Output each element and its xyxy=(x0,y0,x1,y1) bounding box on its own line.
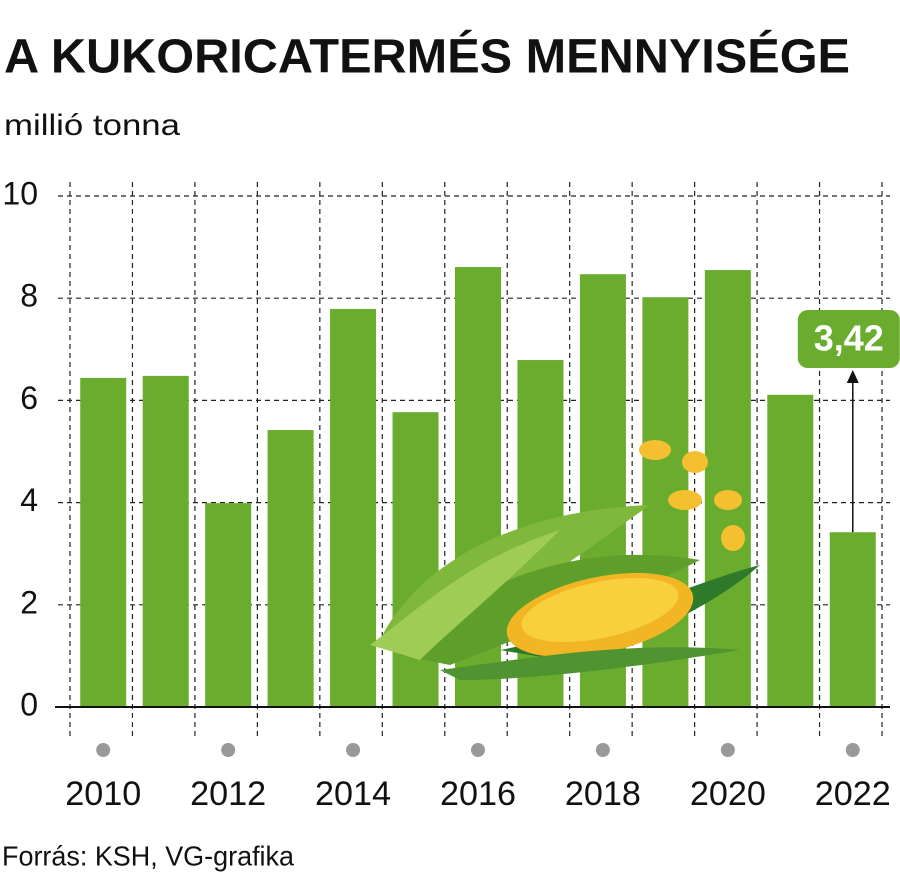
y-tick-label: 6 xyxy=(20,380,38,416)
x-tick-dot xyxy=(720,743,735,757)
y-tick-label: 0 xyxy=(20,686,38,722)
bar xyxy=(142,375,189,707)
bar xyxy=(267,430,314,707)
bar xyxy=(205,503,252,707)
x-tick-label: 2016 xyxy=(440,775,516,813)
bar xyxy=(330,308,377,707)
y-tick-label: 8 xyxy=(20,278,38,314)
y-tick-label: 4 xyxy=(20,482,38,518)
x-tick-label: 2018 xyxy=(565,775,641,813)
x-tick-dot xyxy=(346,743,361,757)
bar xyxy=(829,532,876,707)
x-tick-dot xyxy=(471,743,485,757)
x-tick-dot xyxy=(96,743,111,757)
bar xyxy=(767,394,814,707)
x-tick-label: 2012 xyxy=(190,775,266,813)
plot-area: 0 2 4 6 8 10 2010 2012 2014 2016 2018 2020 2022 3,42 xyxy=(2,175,900,813)
value-label: 3,42 xyxy=(814,318,884,359)
annotation-arrowhead xyxy=(846,370,859,383)
chart-title: A KUKORICATERMÉS MENNYISÉGE xyxy=(4,30,850,84)
y-tick-label: 2 xyxy=(20,584,38,620)
bar xyxy=(392,412,439,707)
x-tick-label: 2020 xyxy=(690,775,766,813)
x-tick-dot xyxy=(595,743,610,757)
x-tick-label: 2010 xyxy=(65,775,141,813)
annotation-box xyxy=(797,310,900,368)
x-tick-label: 2022 xyxy=(815,775,891,813)
chart-subtitle: millió tonna xyxy=(4,109,180,142)
x-tick-dot xyxy=(221,743,236,757)
bar xyxy=(80,377,127,707)
x-tick-label: 2014 xyxy=(315,775,391,813)
corn-illustration xyxy=(370,440,760,680)
source: Forrás: KSH, VG-grafika xyxy=(2,840,294,871)
y-tick-label: 10 xyxy=(2,175,38,211)
bar xyxy=(704,270,751,707)
x-tick-dot xyxy=(845,743,860,757)
